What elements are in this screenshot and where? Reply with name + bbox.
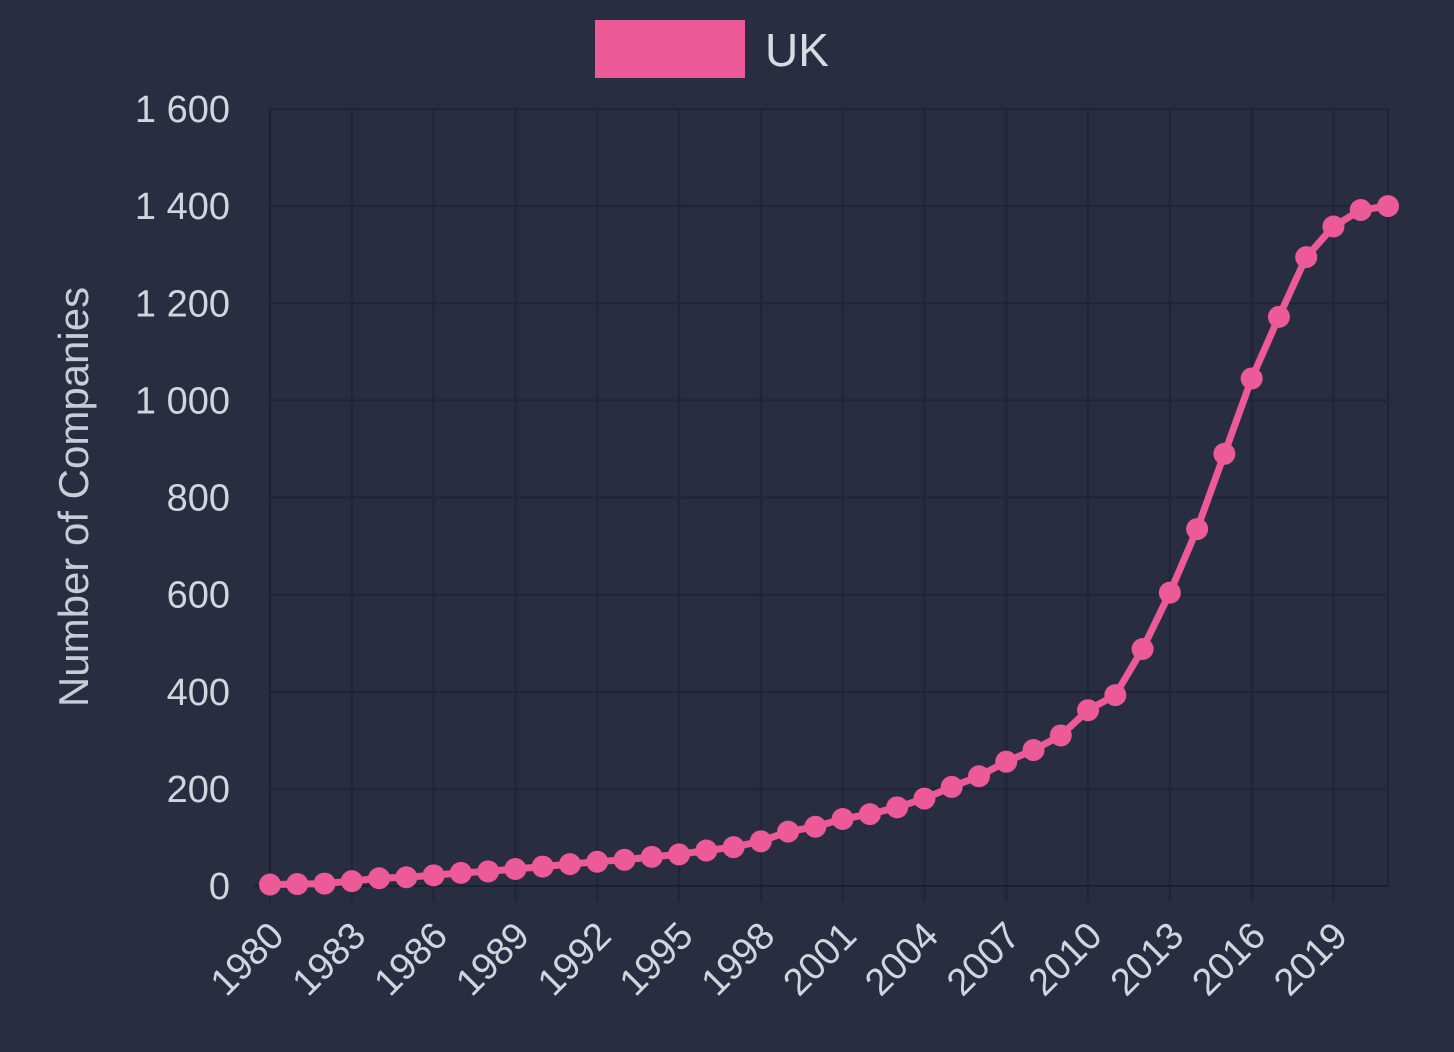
data-point[interactable]: [286, 873, 309, 896]
data-point[interactable]: [504, 858, 527, 881]
axes: [254, 109, 1388, 887]
data-point[interactable]: [1104, 684, 1127, 707]
y-tick-label: 1 400: [135, 186, 230, 228]
x-tick-label: 2007: [939, 915, 1028, 1004]
data-point[interactable]: [531, 855, 554, 878]
series-uk[interactable]: [259, 195, 1399, 896]
data-point[interactable]: [695, 839, 718, 862]
data-point[interactable]: [967, 765, 990, 788]
legend-swatch-uk: [595, 20, 745, 78]
data-point[interactable]: [640, 845, 663, 868]
x-tick-label: 2010: [1021, 915, 1110, 1004]
data-point[interactable]: [940, 775, 963, 798]
x-tick-label: 1995: [612, 915, 701, 1004]
data-point[interactable]: [340, 870, 363, 893]
x-tick-label: 2016: [1185, 915, 1274, 1004]
data-point[interactable]: [722, 836, 745, 859]
legend-label-uk: UK: [765, 24, 829, 76]
y-tick-label: 1 000: [135, 380, 230, 422]
data-point[interactable]: [1131, 638, 1154, 661]
data-point[interactable]: [1267, 305, 1290, 328]
legend[interactable]: UK: [595, 20, 829, 78]
y-tick-label: 800: [167, 478, 230, 520]
data-point[interactable]: [368, 867, 391, 890]
y-tick-label: 600: [167, 575, 230, 617]
data-point[interactable]: [313, 872, 336, 895]
data-point[interactable]: [1022, 739, 1045, 762]
y-axis-title: Number of Companies: [50, 287, 97, 707]
data-point[interactable]: [913, 787, 936, 810]
data-point[interactable]: [1322, 215, 1345, 238]
data-point[interactable]: [995, 750, 1018, 773]
data-point[interactable]: [1349, 199, 1372, 222]
data-point[interactable]: [886, 796, 909, 819]
data-point[interactable]: [1049, 724, 1072, 747]
y-tick-label: 0: [209, 866, 230, 908]
x-axis-ticks: 1980198319861989199219951998200120042007…: [203, 915, 1356, 1004]
data-point[interactable]: [422, 864, 445, 887]
data-point[interactable]: [1213, 442, 1236, 465]
y-axis-ticks: 0 200 400 600 800 1 000 1 200 1 400 1 600: [135, 89, 230, 908]
x-tick-label: 2019: [1266, 915, 1355, 1004]
data-point[interactable]: [668, 843, 691, 866]
data-point[interactable]: [558, 853, 581, 876]
y-tick-label: 1 600: [135, 89, 230, 131]
data-point[interactable]: [586, 850, 609, 873]
data-point[interactable]: [477, 860, 500, 883]
x-tick-label: 1983: [285, 915, 374, 1004]
data-point[interactable]: [449, 861, 472, 884]
data-point[interactable]: [259, 873, 281, 896]
data-point[interactable]: [1186, 518, 1209, 541]
y-tick-label: 1 200: [135, 283, 230, 325]
x-tick-label: 2001: [776, 915, 865, 1004]
series-line-uk[interactable]: [266, 202, 1392, 888]
data-point[interactable]: [1295, 246, 1318, 269]
data-point[interactable]: [858, 803, 881, 826]
data-point[interactable]: [1377, 195, 1399, 218]
grid-lines: [269, 108, 1389, 902]
x-tick-label: 1989: [448, 915, 537, 1004]
data-point[interactable]: [1240, 367, 1263, 390]
data-point[interactable]: [1077, 699, 1100, 722]
data-point[interactable]: [777, 820, 800, 843]
data-point[interactable]: [831, 807, 854, 830]
data-point[interactable]: [804, 815, 827, 838]
x-tick-label: 2004: [857, 915, 946, 1004]
data-point[interactable]: [1158, 581, 1181, 604]
x-tick-label: 1992: [530, 915, 619, 1004]
x-tick-label: 1998: [694, 915, 783, 1004]
data-point[interactable]: [613, 848, 636, 871]
x-tick-label: 1986: [366, 915, 455, 1004]
y-tick-label: 400: [167, 672, 230, 714]
y-tick-label: 200: [167, 769, 230, 811]
data-point[interactable]: [749, 830, 772, 853]
x-tick-label: 1980: [203, 915, 292, 1004]
data-point[interactable]: [395, 866, 418, 889]
x-tick-label: 2013: [1103, 915, 1192, 1004]
